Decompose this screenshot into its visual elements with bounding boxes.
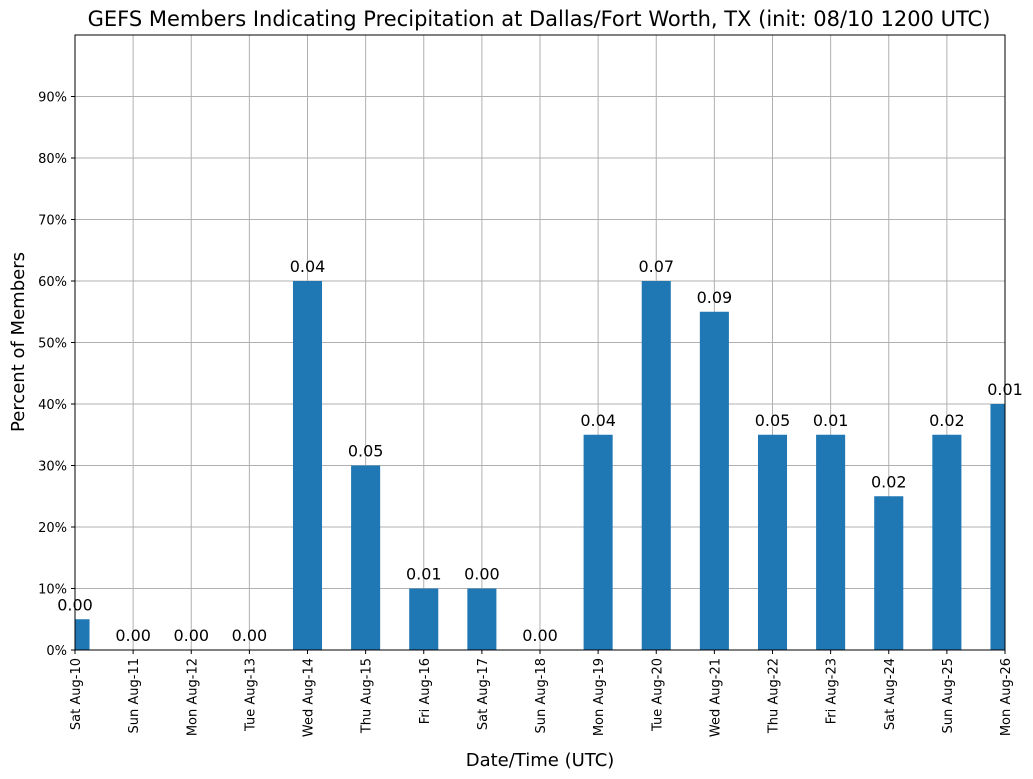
x-tick-label: Fri Aug-16 bbox=[418, 658, 433, 724]
data-label: 0.02 bbox=[929, 411, 965, 430]
x-tick-label: Thu Aug-22 bbox=[767, 658, 782, 734]
bar bbox=[641, 281, 671, 650]
data-label: 0.01 bbox=[987, 380, 1023, 399]
bar bbox=[75, 619, 90, 650]
chart-title: GEFS Members Indicating Precipitation at… bbox=[88, 7, 991, 31]
bar bbox=[816, 434, 846, 650]
bar bbox=[351, 465, 381, 650]
y-tick-label: 10% bbox=[38, 583, 67, 598]
x-tick-label: Wed Aug-21 bbox=[708, 658, 723, 737]
bar bbox=[757, 434, 788, 650]
data-label: 0.04 bbox=[580, 411, 616, 430]
bar bbox=[932, 434, 962, 650]
data-label: 0.00 bbox=[173, 626, 209, 645]
data-label: 0.05 bbox=[348, 442, 384, 461]
x-tick-label: Sat Aug-17 bbox=[476, 658, 491, 730]
y-axis-label: Percent of Members bbox=[8, 252, 29, 432]
data-label: 0.09 bbox=[697, 288, 733, 307]
y-tick-label: 0% bbox=[46, 644, 67, 659]
data-label: 0.05 bbox=[755, 411, 791, 430]
y-tick-label: 40% bbox=[38, 398, 67, 413]
data-label: 0.04 bbox=[290, 257, 326, 276]
bars bbox=[75, 281, 1005, 650]
x-tick-label: Mon Aug-19 bbox=[592, 658, 607, 736]
data-label: 0.00 bbox=[115, 626, 151, 645]
x-tick-label: Sun Aug-11 bbox=[127, 658, 142, 733]
bar bbox=[990, 404, 1005, 650]
bar bbox=[699, 311, 729, 650]
y-tick-label: 80% bbox=[38, 152, 67, 167]
data-label: 0.01 bbox=[813, 411, 849, 430]
bar bbox=[467, 588, 497, 650]
bar bbox=[409, 588, 439, 650]
bar bbox=[583, 434, 613, 650]
x-tick-label: Wed Aug-14 bbox=[302, 658, 317, 737]
data-label: 0.01 bbox=[406, 565, 442, 584]
y-tick-label: 50% bbox=[38, 337, 67, 352]
data-label: 0.02 bbox=[871, 472, 907, 491]
data-label: 0.00 bbox=[522, 626, 558, 645]
x-tick-label: Tue Aug-13 bbox=[243, 658, 258, 732]
y-tick-label: 70% bbox=[38, 214, 67, 229]
x-tick-label: Mon Aug-26 bbox=[999, 658, 1014, 736]
x-tick-label: Mon Aug-12 bbox=[185, 658, 200, 736]
x-tick-label: Tue Aug-20 bbox=[650, 658, 665, 732]
data-label: 0.00 bbox=[57, 595, 93, 614]
y-tick-label: 30% bbox=[38, 460, 67, 475]
bar bbox=[874, 496, 904, 650]
y-tick-label: 60% bbox=[38, 275, 67, 290]
x-tick-label: Sat Aug-10 bbox=[69, 658, 84, 730]
data-label: 0.07 bbox=[638, 257, 674, 276]
x-tick-label: Sun Aug-25 bbox=[941, 658, 956, 733]
axis-ticks: 0% 10% 20% 30% 40% 50% 60% 70% 80% 90% Sat Aug-10 S… bbox=[38, 91, 1014, 738]
grid-lines bbox=[74, 35, 1006, 651]
x-axis-label: Date/Time (UTC) bbox=[466, 750, 615, 771]
bar bbox=[292, 281, 323, 650]
x-tick-label: Sat Aug-24 bbox=[883, 658, 898, 730]
data-labels: 0.00 0.00 0.00 0.00 0.04 0.05 0.01 0.00 0.00 0.04… bbox=[57, 257, 1023, 645]
x-tick-label: Fri Aug-23 bbox=[825, 658, 840, 724]
y-tick-label: 20% bbox=[38, 521, 67, 536]
x-tick-label: Thu Aug-15 bbox=[360, 658, 375, 734]
data-label: 0.00 bbox=[232, 626, 268, 645]
data-label: 0.00 bbox=[464, 565, 500, 584]
x-tick-label: Sun Aug-18 bbox=[534, 658, 549, 733]
y-tick-label: 90% bbox=[38, 91, 67, 106]
